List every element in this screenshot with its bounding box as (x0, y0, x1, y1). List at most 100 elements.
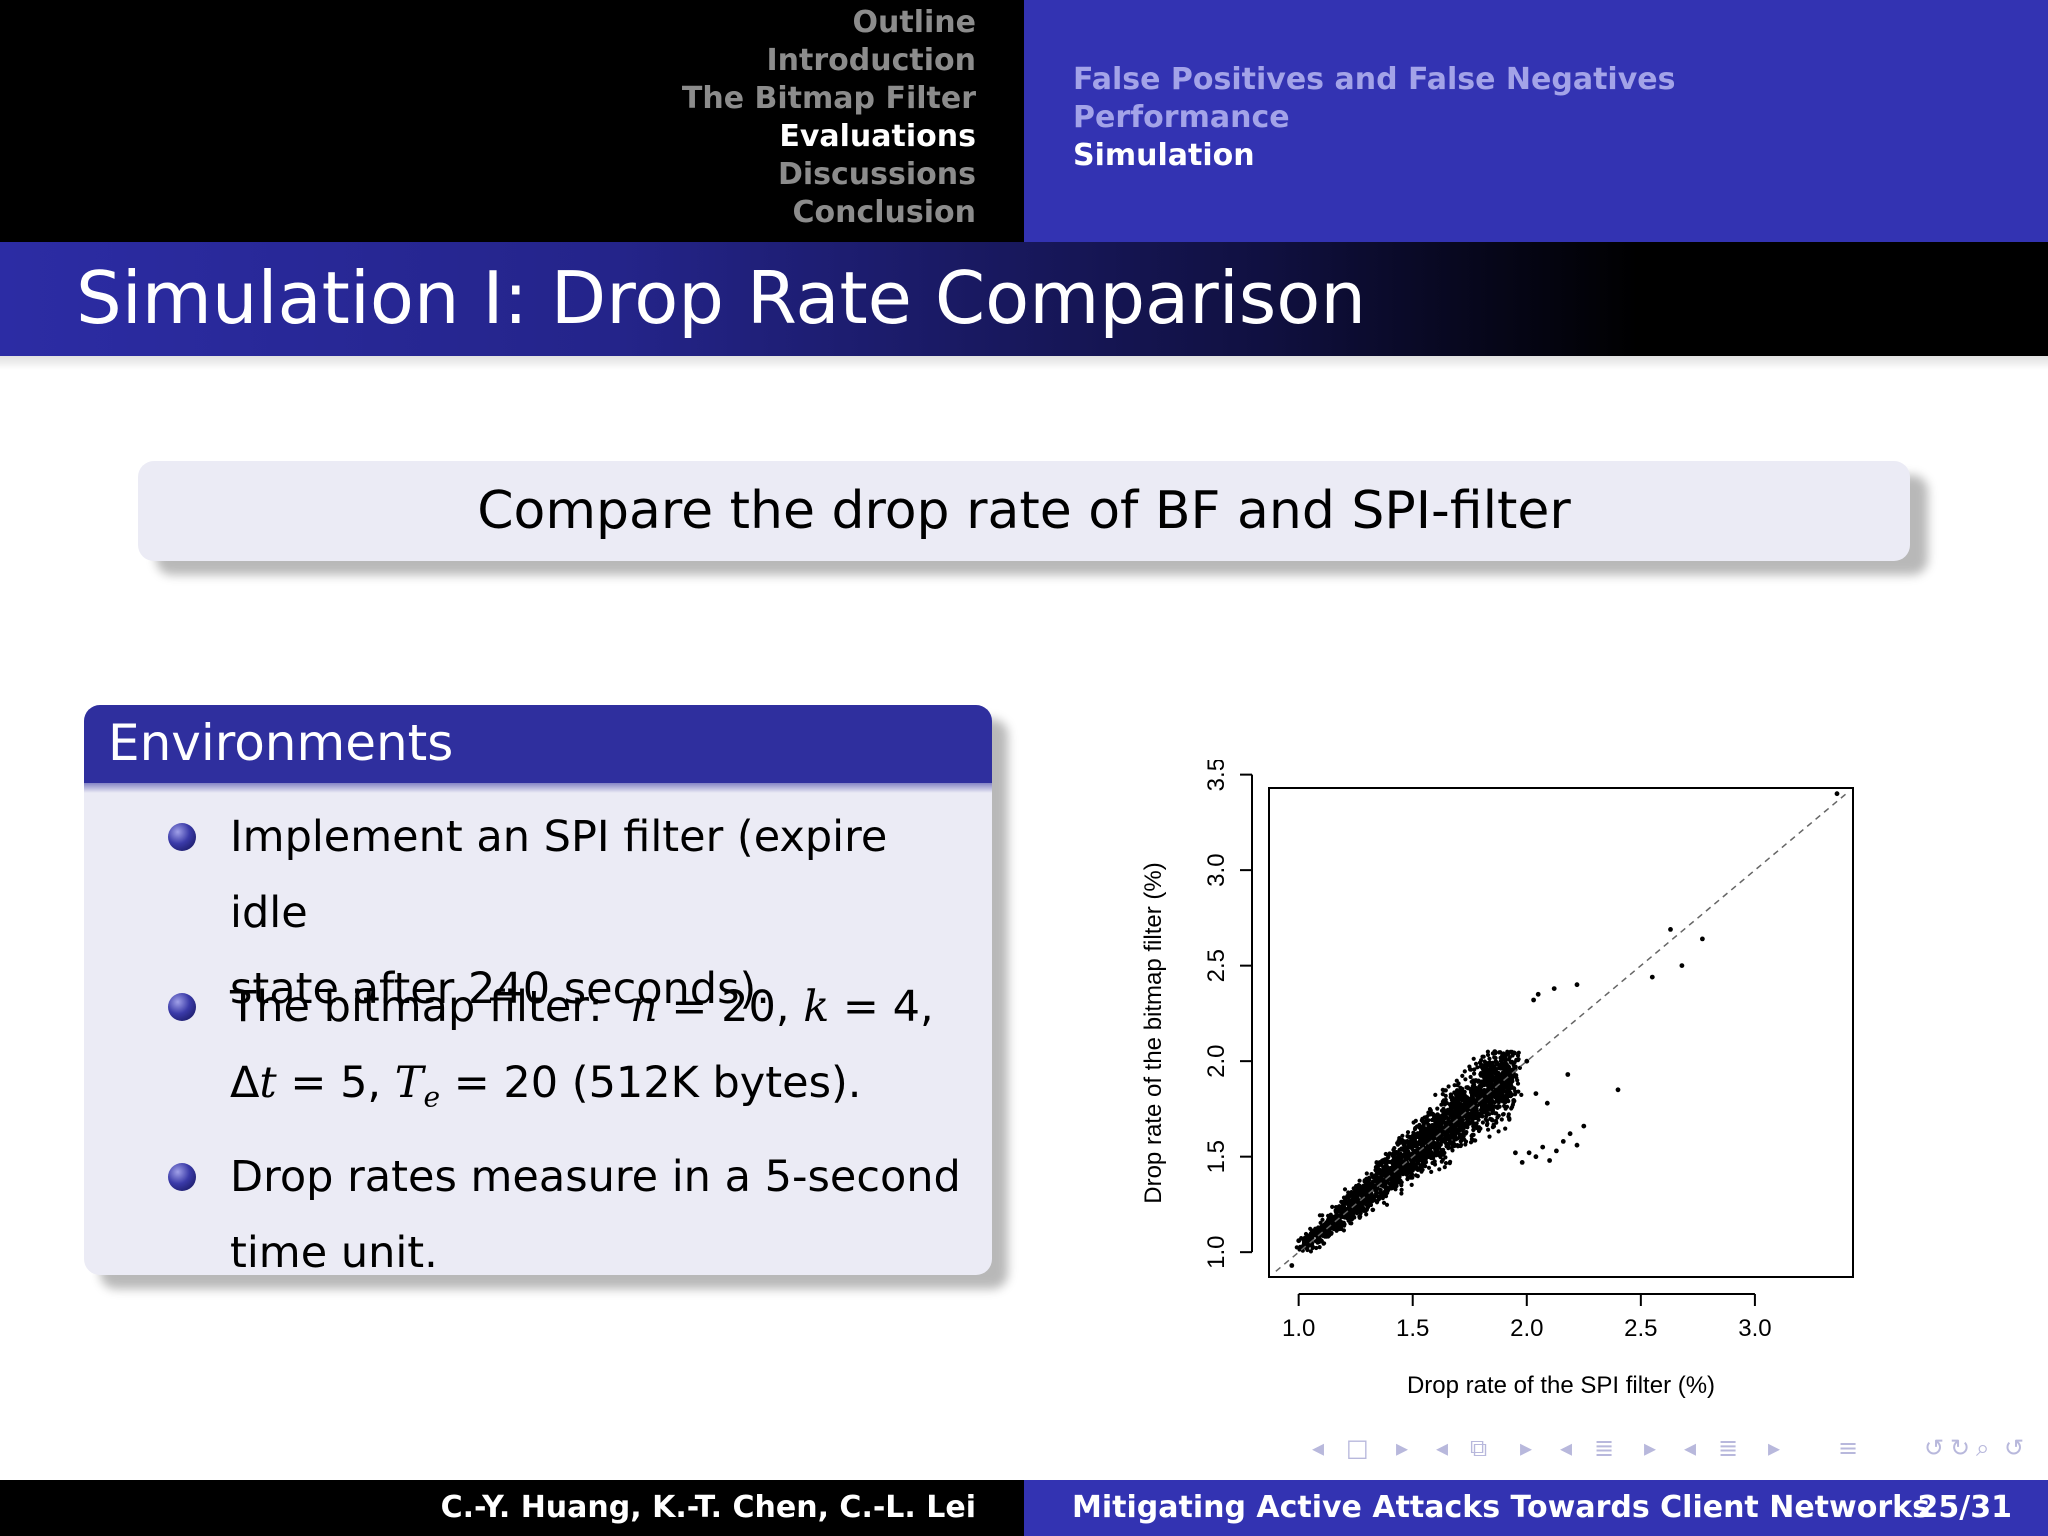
cluster-point (1332, 1215, 1337, 1220)
nav-section-bitmap-filter[interactable]: The Bitmap Filter (681, 81, 976, 116)
cluster-point (1468, 1096, 1473, 1101)
nav-section-discussions[interactable]: Discussions (777, 157, 976, 192)
scatter-point (1581, 1123, 1587, 1129)
cluster-point (1350, 1198, 1355, 1203)
nav-subsection-false-positives[interactable]: False Positives and False Negatives (1073, 62, 1676, 97)
go-forward-icon[interactable]: ↻ (1950, 1434, 1971, 1462)
cluster-point (1476, 1091, 1481, 1096)
cluster-point (1431, 1133, 1436, 1138)
cluster-point (1478, 1064, 1483, 1069)
cluster-point (1459, 1097, 1464, 1103)
cluster-point (1449, 1105, 1454, 1110)
cluster-point (1490, 1118, 1495, 1123)
nav-section-outline[interactable]: Outline (852, 5, 976, 40)
cluster-point (1421, 1161, 1426, 1167)
cluster-point (1428, 1129, 1433, 1134)
scatter-point (1560, 1139, 1566, 1144)
cluster-point (1510, 1104, 1515, 1110)
section-icon[interactable]: ≣ (1718, 1434, 1739, 1462)
scatter-point (1513, 1150, 1518, 1156)
cluster-point (1506, 1081, 1511, 1086)
cluster-point (1480, 1120, 1485, 1125)
cluster-point (1374, 1191, 1380, 1196)
cluster-point (1408, 1142, 1413, 1147)
cluster-point (1485, 1052, 1491, 1057)
nav-subsection-simulation[interactable]: Simulation (1073, 138, 1255, 173)
env-item-bitmap-line2: Δt = 5, Te = 20 (512K bytes). (230, 1045, 970, 1136)
cluster-point (1495, 1094, 1501, 1099)
refresh-icon[interactable]: ↺ (2004, 1434, 2025, 1462)
cluster-point (1455, 1112, 1460, 1118)
nav-subsection-performance[interactable]: Performance (1073, 100, 1290, 135)
scatter-point (1565, 1072, 1571, 1077)
cluster-point (1505, 1049, 1510, 1054)
cluster-point (1385, 1170, 1390, 1175)
footer-title-bar: Mitigating Active Attacks Towards Client… (1024, 1480, 2048, 1536)
nav-prev-slide-icon[interactable]: ◂ (1436, 1434, 1449, 1462)
cluster-point (1497, 1079, 1502, 1085)
cluster-point (1481, 1068, 1486, 1073)
nav-section-conclusion[interactable]: Conclusion (792, 195, 976, 230)
cluster-point (1395, 1155, 1400, 1160)
nav-next-subsection-icon[interactable]: ▸ (1644, 1434, 1657, 1462)
cluster-point (1491, 1110, 1496, 1115)
x-tick-label: 3.0 (1738, 1315, 1771, 1342)
cluster-point (1474, 1123, 1479, 1129)
cluster-point (1458, 1139, 1463, 1144)
delta-symbol: Δ (230, 1058, 260, 1108)
cluster-point (1364, 1171, 1369, 1176)
cluster-point (1490, 1060, 1495, 1065)
cluster-point (1346, 1218, 1351, 1223)
cluster-point (1475, 1114, 1480, 1119)
scatter-point (1834, 791, 1840, 797)
nav-prev-frame-icon[interactable]: ◂ (1312, 1434, 1325, 1462)
nav-prev-subsection-icon[interactable]: ◂ (1560, 1434, 1573, 1462)
cluster-point (1471, 1127, 1476, 1133)
scatter-point (1649, 974, 1655, 980)
cluster-point (1426, 1118, 1431, 1123)
cluster-point (1507, 1089, 1512, 1095)
cluster-point (1318, 1220, 1323, 1225)
cluster-point (1463, 1142, 1468, 1147)
search-icon[interactable]: ⌕ (1976, 1434, 1990, 1462)
scatter-point (1526, 1150, 1532, 1156)
subsection-list: False Positives and False Negatives Perf… (1073, 61, 1675, 175)
cluster-point (1437, 1127, 1442, 1132)
cluster-point (1428, 1155, 1433, 1160)
cluster-point (1468, 1067, 1474, 1072)
cluster-point (1493, 1118, 1498, 1123)
nav-next-section-icon[interactable]: ▸ (1768, 1434, 1781, 1462)
cluster-point (1444, 1101, 1449, 1106)
subsection-icon[interactable]: ≣ (1594, 1434, 1615, 1462)
cluster-point (1483, 1117, 1488, 1122)
val-n: = 20, (671, 982, 790, 1032)
nav-next-frame-icon[interactable]: ▸ (1396, 1434, 1409, 1462)
nav-section-evaluations[interactable]: Evaluations (779, 119, 976, 154)
nav-prev-section-icon[interactable]: ◂ (1684, 1434, 1697, 1462)
frame-icon[interactable]: □ (1346, 1434, 1369, 1462)
cluster-point (1493, 1089, 1499, 1094)
cluster-point (1322, 1241, 1327, 1246)
var-k: k (803, 982, 830, 1032)
cluster-point (1441, 1147, 1446, 1152)
highlight-box: Compare the drop rate of BF and SPI-filt… (138, 461, 1910, 561)
nav-next-slide-icon[interactable]: ▸ (1520, 1434, 1533, 1462)
cluster-point (1437, 1145, 1442, 1150)
cluster-point (1453, 1132, 1458, 1138)
cluster-point (1516, 1057, 1521, 1062)
cluster-point (1322, 1234, 1328, 1239)
cluster-point (1341, 1220, 1346, 1225)
cluster-point (1426, 1146, 1431, 1151)
cluster-point (1440, 1092, 1445, 1097)
cluster-point (1500, 1070, 1506, 1075)
cluster-point (1384, 1186, 1390, 1191)
nav-section-introduction[interactable]: Introduction (766, 43, 976, 78)
cluster-point (1349, 1221, 1354, 1226)
cluster-point (1355, 1198, 1360, 1203)
go-back-icon[interactable]: ↺ (1924, 1434, 1945, 1462)
cluster-point (1455, 1122, 1460, 1127)
cluster-point (1451, 1113, 1456, 1118)
outline-icon[interactable]: ≡ (1838, 1434, 1859, 1462)
env-item-spi: Implement an SPI filter (expire idle sta… (168, 799, 970, 1027)
slide-icon[interactable]: ⧉ (1470, 1434, 1488, 1462)
